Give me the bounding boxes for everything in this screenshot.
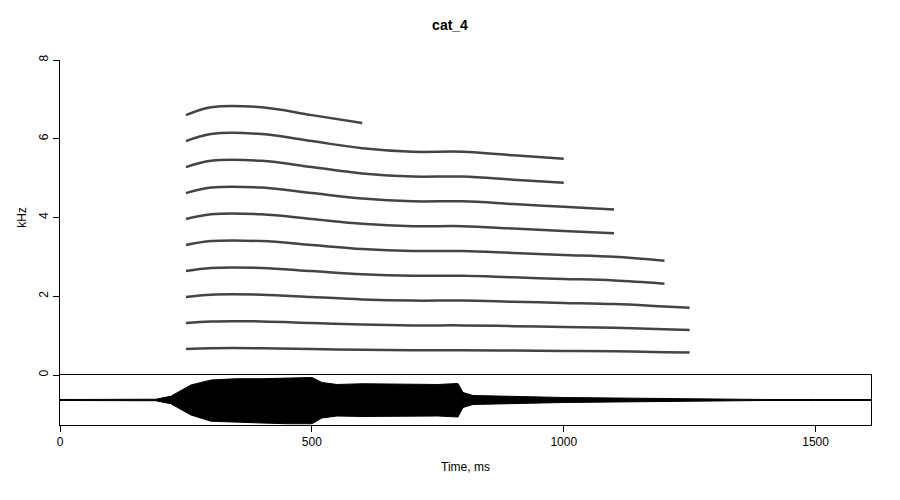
- svg-text:1500: 1500: [802, 435, 829, 449]
- svg-text:Time, ms: Time, ms: [441, 460, 490, 474]
- svg-text:4: 4: [37, 212, 51, 219]
- svg-text:0: 0: [37, 370, 51, 377]
- svg-text:1000: 1000: [550, 435, 577, 449]
- svg-text:6: 6: [37, 133, 51, 140]
- svg-text:kHz: kHz: [15, 207, 29, 228]
- svg-text:0: 0: [57, 435, 64, 449]
- svg-text:cat_4: cat_4: [432, 17, 468, 33]
- svg-text:8: 8: [37, 55, 51, 62]
- svg-text:2: 2: [37, 291, 51, 298]
- svg-text:500: 500: [302, 435, 322, 449]
